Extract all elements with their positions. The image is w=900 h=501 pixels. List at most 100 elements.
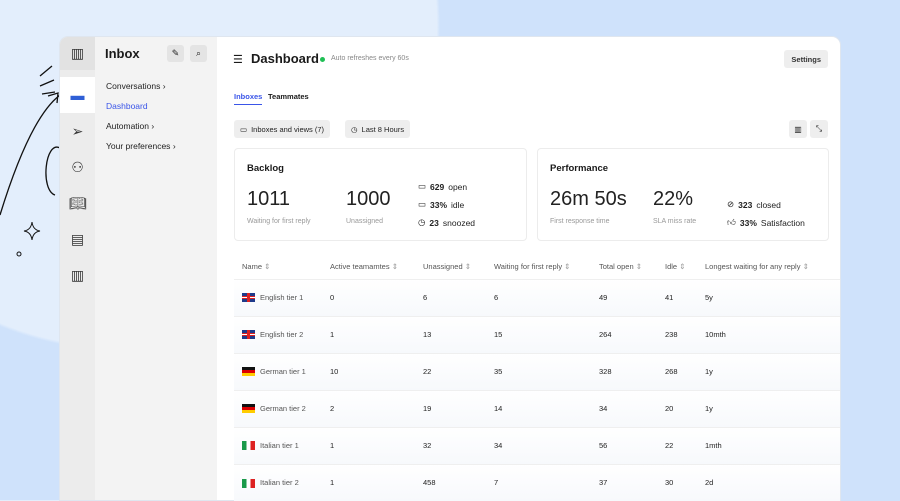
table-cell: 20 [657, 389, 697, 427]
flag-uk-icon [242, 330, 255, 340]
inbox-name: English tier 2 [234, 315, 322, 353]
column-header[interactable]: Unassigned ⇕ [423, 262, 471, 272]
metric-label: First response time [550, 218, 610, 225]
table-row[interactable]: Italian tier 2 1 458 7 37 30 2d [234, 463, 840, 501]
table-cell: 10mth [697, 315, 840, 353]
tab-inboxes[interactable]: Inboxes [234, 92, 263, 105]
expand-button[interactable]: ⤡ [810, 120, 828, 138]
column-header[interactable]: Total open ⇕ [599, 262, 643, 272]
table-cell: 7 [486, 463, 591, 501]
table-cell: 1 [322, 426, 415, 464]
compose-icon[interactable]: ✎ [167, 45, 184, 62]
sidebar-item-dashboard[interactable]: Dashboard [106, 101, 148, 111]
column-header[interactable]: Longest waiting for any reply ⇕ [705, 262, 809, 272]
send-icon[interactable]: ➢ [71, 122, 84, 139]
chevron-right-icon: › [172, 141, 176, 151]
satisfaction-stat: 👍︎ 33% Satisfaction [727, 217, 805, 228]
doodle-decoration [0, 65, 60, 257]
table-cell: 32 [415, 426, 486, 464]
article-icon[interactable]: ▤ [70, 230, 85, 247]
inbox-icon[interactable]: ▬ [60, 77, 95, 113]
table-row[interactable]: German tier 2 2 19 14 34 20 1y [234, 389, 840, 427]
sidebar-item-automation[interactable]: Automation › [106, 121, 155, 131]
table-cell: 0 [322, 278, 415, 316]
refresh-status: Auto refreshes every 60s [331, 55, 409, 62]
column-header[interactable]: Active teamamtes ⇕ [330, 262, 398, 272]
inbox-name: German tier 2 [234, 389, 322, 427]
table-cell: 2 [322, 389, 415, 427]
inbox-name: English tier 1 [234, 278, 322, 316]
table-cell: 10 [322, 352, 415, 390]
table-cell: 19 [415, 389, 486, 427]
settings-button[interactable]: Settings [784, 50, 828, 68]
sort-icon: ⇕ [391, 262, 398, 272]
table-cell: 34 [486, 426, 591, 464]
tab-teammates[interactable]: Teammates [268, 92, 309, 101]
table-cell: 6 [486, 278, 591, 316]
column-header[interactable]: Waiting for first reply ⇕ [494, 262, 571, 272]
column-header[interactable]: Name ⇕ [242, 262, 271, 272]
inbox-name: Italian tier 1 [234, 426, 322, 464]
table-cell: 5y [697, 278, 840, 316]
inbox-name: German tier 1 [234, 352, 322, 390]
inboxes-filter-button[interactable]: ▭ Inboxes and views (7) [234, 120, 331, 138]
inboxes-table: Name ⇕ Active teamamtes ⇕ Unassigned ⇕ Wait… [234, 255, 840, 501]
snoozed-stat: ◷ 23 snoozed [418, 217, 476, 228]
table-cell: 458 [415, 463, 486, 501]
filter-label: Inboxes and views (7) [251, 124, 325, 134]
inbox-icon: ▭ [240, 124, 248, 134]
book-icon[interactable]: 📖︎ [68, 194, 87, 211]
filter-label: Last 8 Hours [361, 124, 405, 134]
sidebar-item-preferences[interactable]: Your preferences › [106, 141, 176, 151]
table-row[interactable]: English tier 2 1 13 15 264 238 10mth [234, 315, 840, 353]
chevron-right-icon: › [162, 81, 166, 91]
metric-label: Waiting for first reply [247, 218, 311, 225]
table-cell: 2d [697, 463, 840, 501]
flag-uk-icon [242, 293, 255, 303]
table-cell: 34 [591, 389, 657, 427]
flag-it-icon [242, 478, 255, 488]
table-cell: 328 [591, 352, 657, 390]
time-filter-button[interactable]: ◷ Last 8 Hours [345, 120, 411, 138]
search-icon[interactable]: ⌕ [190, 45, 207, 62]
sidebar-item-conversations[interactable]: Conversations › [106, 81, 166, 91]
table-row[interactable]: English tier 1 0 6 6 49 41 5y [234, 278, 840, 316]
metric-value: 22% [653, 188, 694, 210]
table-cell: 15 [486, 315, 591, 353]
flag-de-icon [242, 404, 255, 414]
metric-value: 1011 [247, 188, 291, 210]
table-cell: 1y [697, 389, 840, 427]
table-cell: 37 [591, 463, 657, 501]
card-title: Performance [550, 163, 609, 174]
table-cell: 35 [486, 352, 591, 390]
metric-value: 26m 50s [550, 188, 627, 210]
table-row[interactable]: Italian tier 1 1 32 34 56 22 1mth [234, 426, 840, 464]
table-cell: 30 [657, 463, 697, 501]
columns-button[interactable]: ▥ [789, 120, 807, 138]
sort-icon: ⇕ [564, 262, 571, 272]
sort-icon: ⇕ [464, 262, 471, 272]
clock-icon: ◷ [418, 217, 426, 227]
people-icon[interactable]: ⚇ [71, 158, 84, 175]
table-row[interactable]: German tier 1 10 22 35 328 268 1y [234, 352, 840, 390]
table-cell: 49 [591, 278, 657, 316]
icon-rail: ▥ ▬ ➢ ⚇ 📖︎ ▤ ▥ [60, 37, 95, 500]
card-title: Backlog [247, 163, 284, 174]
metric-label: SLA miss rate [653, 218, 697, 225]
inbox-name: Italian tier 2 [234, 463, 322, 501]
logo-icon[interactable]: ▥ [60, 37, 95, 70]
thumbs-up-icon: 👍︎ [727, 217, 736, 227]
table-cell: 1y [697, 352, 840, 390]
sidebar: Inbox ✎ ⌕ Conversations › Dashboard Auto… [95, 37, 217, 500]
table-cell: 41 [657, 278, 697, 316]
table-cell: 6 [415, 278, 486, 316]
closed-stat: ⊘ 323 closed [727, 199, 781, 210]
menu-icon[interactable]: ☰ [233, 54, 243, 66]
reports-icon[interactable]: ▥ [70, 266, 85, 283]
chat-icon: ▭ [418, 199, 427, 209]
column-header[interactable]: Idle ⇕ [665, 262, 686, 272]
page-title: Dashboard [251, 51, 319, 66]
check-circle-icon: ⊘ [727, 199, 735, 209]
sort-icon: ⇕ [802, 262, 809, 272]
table-cell: 22 [657, 426, 697, 464]
